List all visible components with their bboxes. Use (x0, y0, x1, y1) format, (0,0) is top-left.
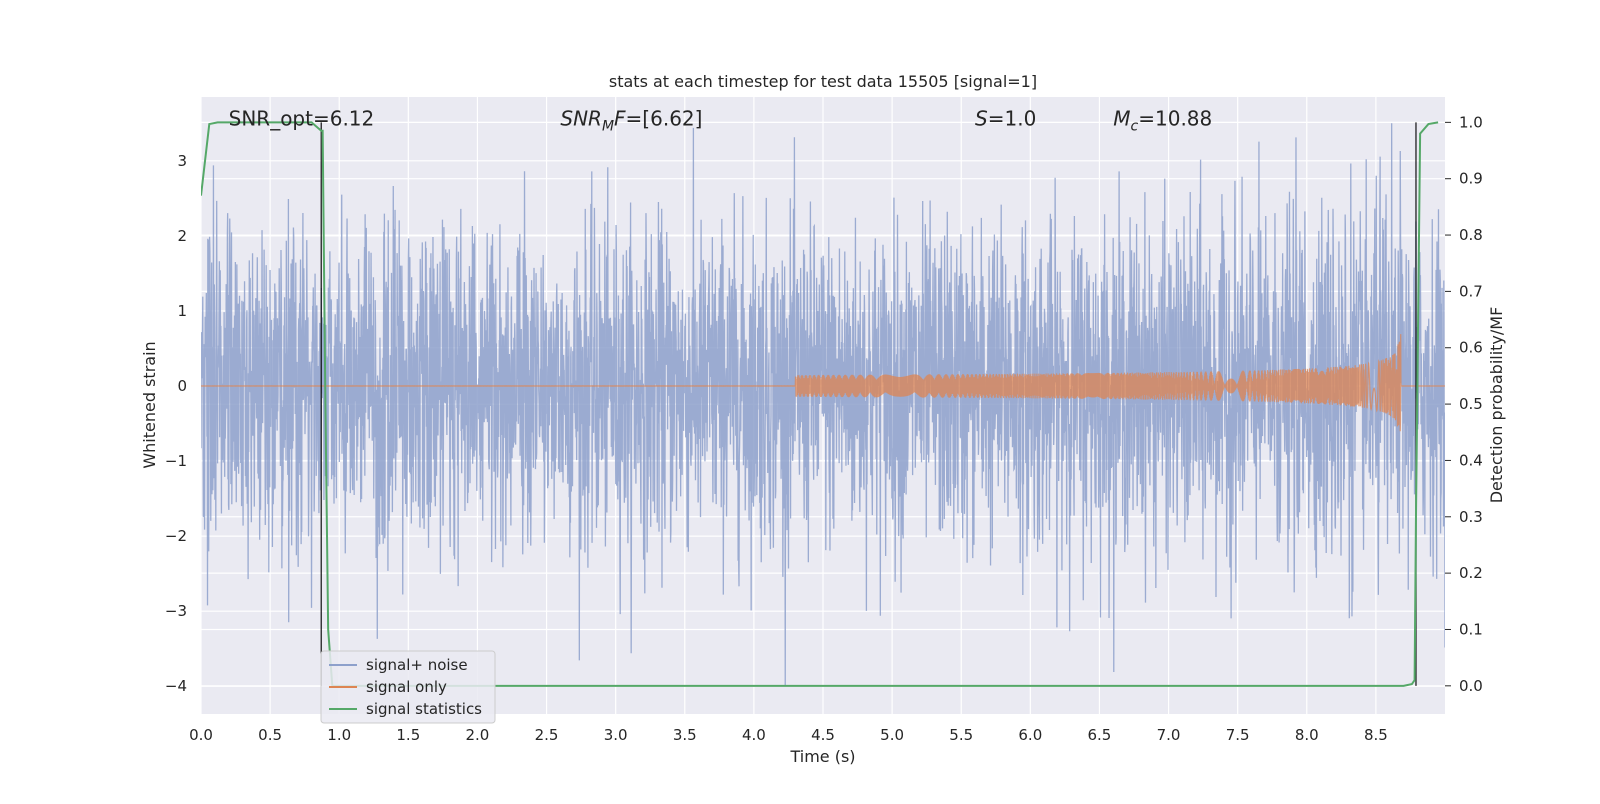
y-axis-ticks: 3 2 1 0 −1 −2 −3 −4 (165, 152, 187, 695)
annotation-base: M (1113, 106, 1130, 130)
x-tick-label: 1.5 (396, 726, 420, 744)
annotation-subscript: c (1131, 118, 1139, 134)
y-right-tick-label: 0.4 (1459, 451, 1483, 469)
x-tick-label: 7.5 (1226, 726, 1250, 744)
annotation-3: Mc=10.88 (1113, 106, 1212, 134)
x-tick-label: 2.0 (466, 726, 490, 744)
stat-layer (201, 121, 1439, 687)
y-right-tick-label: 0.2 (1459, 564, 1483, 582)
legend: signal+ noise signal only signal statistic… (320, 650, 496, 724)
x-tick-label: 2.5 (535, 726, 559, 744)
y-right-tick-label: 0.3 (1459, 508, 1483, 526)
x-tick-label: 8.0 (1295, 726, 1319, 744)
y-tick-label: −2 (165, 527, 187, 545)
x-tick-label: 7.0 (1157, 726, 1181, 744)
y-tick-label: 3 (177, 152, 187, 170)
x-tick-label: 3.0 (604, 726, 628, 744)
annotation-2: S=1.0 (975, 106, 1036, 130)
legend-label-2: signal statistics (366, 700, 482, 718)
y-right-tick-label: 0.5 (1459, 395, 1483, 413)
legend-label-0: signal+ noise (366, 656, 468, 674)
x-tick-label: 5.0 (880, 726, 904, 744)
series-signal-only-line (201, 334, 1445, 432)
y-tick-label: 0 (177, 377, 187, 395)
series-signal-noise-line (201, 123, 1445, 687)
y-axis-right-ticks: 1.0 0.9 0.8 0.7 0.6 0.5 0.4 0.3 0.2 0.1 0.0 (1445, 113, 1483, 695)
series-layer (201, 123, 1445, 687)
x-tick-label: 4.0 (742, 726, 766, 744)
x-tick-label: 6.5 (1088, 726, 1112, 744)
y-right-tick-label: 0.0 (1459, 677, 1483, 695)
annotation-1: SNRMF=[6.62] (560, 106, 702, 134)
y-right-tick-label: 0.6 (1459, 339, 1483, 357)
annotation-0: SNR_opt=6.12 (229, 106, 375, 130)
x-tick-label: 4.5 (811, 726, 835, 744)
annotations: SNR_opt=6.12 SNRMF=[6.62] S=1.0 Mc=10.88 (229, 106, 1213, 134)
chart-title: stats at each timestep for test data 155… (609, 72, 1037, 91)
y-right-tick-label: 1.0 (1459, 113, 1483, 131)
y-right-tick-label: 0.9 (1459, 170, 1483, 188)
y-tick-label: 2 (177, 227, 187, 245)
x-axis-ticks: 0.0 0.5 1.0 1.5 2.0 2.5 3.0 3.5 4.0 4.5 5.0 5.5 6.0 6… (189, 726, 1388, 744)
y-axis-label: Whitened strain (140, 341, 159, 468)
y-tick-label: −1 (165, 452, 187, 470)
annotation-rest: F=[6.62] (614, 106, 702, 130)
x-tick-label: 3.5 (673, 726, 697, 744)
y-right-tick-label: 0.8 (1459, 226, 1483, 244)
x-tick-label: 6.0 (1018, 726, 1042, 744)
series-signal-statistics-line (201, 121, 1439, 687)
annotation-base: SNR (560, 106, 602, 130)
x-tick-label: 1.0 (327, 726, 351, 744)
y-tick-label: −3 (165, 602, 187, 620)
annotation-rest: =10.88 (1138, 106, 1212, 130)
x-tick-label: 5.5 (949, 726, 973, 744)
y-tick-label: 1 (177, 302, 187, 320)
x-axis-label: Time (s) (789, 747, 855, 766)
y-right-tick-label: 0.7 (1459, 282, 1483, 300)
annotation-base: S (975, 106, 988, 130)
y-right-tick-label: 0.1 (1459, 620, 1483, 638)
y-axis-right-label: Detection probability/MF (1487, 307, 1506, 504)
legend-label-1: signal only (366, 678, 447, 696)
annotation-base: SNR_opt=6.12 (229, 106, 375, 130)
x-tick-label: 0.5 (258, 726, 282, 744)
annotation-subscript: M (602, 118, 614, 134)
annotation-rest-value: =[6.62] (626, 106, 703, 130)
annotation-rest-italic: F (614, 106, 626, 130)
y-tick-label: −4 (165, 677, 187, 695)
legend-frame (320, 650, 496, 724)
annotation-rest: =1.0 (988, 106, 1037, 130)
x-tick-label: 0.0 (189, 726, 213, 744)
x-tick-label: 8.5 (1364, 726, 1388, 744)
